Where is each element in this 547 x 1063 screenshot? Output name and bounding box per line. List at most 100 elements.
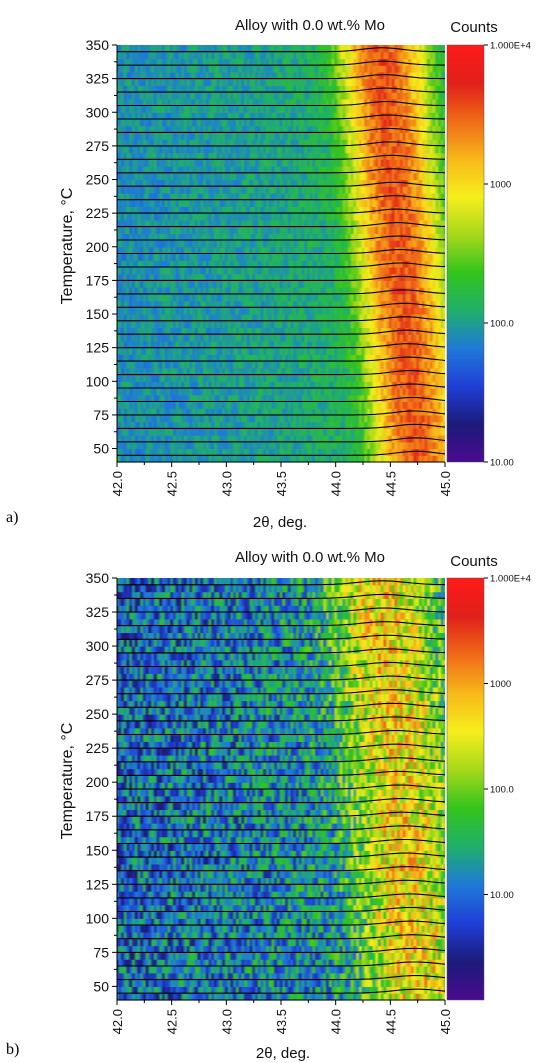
- y-tick-label: 125: [86, 340, 110, 356]
- heatmap-row: [117, 584, 445, 593]
- heatmap-row: [117, 206, 445, 214]
- scan-line: [117, 975, 446, 981]
- x-tick-label: 42.0: [110, 471, 125, 496]
- x-tick-label: 44.5: [383, 1009, 398, 1034]
- heatmap-row: [117, 598, 445, 606]
- scan-line: [117, 906, 446, 913]
- y-tick-label: 125: [86, 876, 110, 892]
- y-tick-label: 225: [86, 740, 110, 756]
- heatmap-row: [117, 45, 445, 53]
- heatmap-row: [117, 979, 445, 987]
- y-axis-label: Temperature, °C: [59, 723, 76, 840]
- y-tick-label: 100: [86, 373, 110, 389]
- heatmap-row: [117, 226, 445, 234]
- y-tick-label: 150: [86, 842, 110, 858]
- heatmap-panel-b: Alloy with 0.0 wt.% Mo Counts Temperatur…: [6, 549, 531, 1062]
- heatmap-row: [117, 727, 445, 736]
- heatmap-row: [117, 877, 445, 885]
- y-tick-label: 200: [86, 774, 110, 790]
- heatmap-row: [117, 700, 445, 708]
- y-tick-label: 300: [86, 104, 110, 120]
- scan-line: [117, 634, 446, 640]
- scan-line: [117, 222, 446, 228]
- heatmap-row: [117, 112, 445, 120]
- heatmap-row: [117, 51, 445, 60]
- heatmap-row: [117, 240, 445, 248]
- heatmap-row: [117, 125, 445, 134]
- heatmap-row: [117, 918, 445, 926]
- scan-line: [117, 302, 446, 308]
- scan-line: [117, 784, 446, 790]
- heatmap-row: [117, 686, 445, 695]
- heatmap-row: [117, 92, 445, 100]
- heatmap-row: [117, 863, 445, 872]
- x-tick-label: 43.5: [274, 1009, 289, 1034]
- y-tick-label: 275: [86, 672, 110, 688]
- heatmap-row: [117, 401, 445, 409]
- heatmap-row: [117, 448, 445, 456]
- heatmap-row: [117, 287, 445, 295]
- heatmap-row: [117, 186, 445, 194]
- x-tick-label: 43.0: [219, 1009, 234, 1034]
- heatmap-row: [117, 578, 445, 586]
- heatmap-plot-area: 50 75 100 125 150 175 200 225 250 275 300 325 350 42.…: [86, 570, 453, 1034]
- scan-line: [117, 798, 446, 804]
- x-tick-label: 44.0: [329, 471, 344, 496]
- x-tick-label: 42.5: [165, 471, 180, 496]
- scan-line: [117, 689, 446, 695]
- panel-label: b): [6, 1041, 19, 1058]
- scan-line: [117, 356, 446, 362]
- heatmap-row: [117, 98, 445, 107]
- heatmap-row: [117, 85, 445, 93]
- scan-line: [117, 988, 446, 994]
- heatmap-row: [117, 646, 445, 654]
- colorbar-tick-label: 100.0: [490, 319, 514, 330]
- y-tick-label: 75: [93, 944, 109, 960]
- scan-line: [117, 648, 446, 654]
- chart-title: Alloy with 0.0 wt.% Mo: [235, 17, 385, 34]
- heatmap-plot-area: 50 75 100 125 150 175 200 225 250 275 300 325 350 42.…: [86, 37, 453, 496]
- scan-line: [117, 410, 446, 416]
- scan-line: [117, 879, 446, 885]
- heatmap-row: [117, 347, 445, 355]
- y-tick-label: 325: [86, 71, 110, 87]
- x-tick-label: 43.5: [274, 471, 289, 496]
- y-tick-label: 250: [86, 172, 110, 188]
- heatmap-row: [117, 58, 445, 66]
- heatmap-row: [117, 870, 445, 879]
- heatmap-row: [117, 707, 445, 715]
- heatmap-row: [117, 421, 445, 429]
- heatmap-row: [117, 836, 445, 845]
- heatmap-row: [117, 829, 445, 838]
- colorbar-tick-label: 100.0: [490, 785, 514, 796]
- heatmap-row: [117, 666, 445, 674]
- y-tick-label: 175: [86, 808, 110, 824]
- scan-line: [117, 702, 446, 708]
- heatmap-row: [117, 720, 445, 729]
- heatmap-row: [117, 132, 445, 140]
- y-tick-label: 100: [86, 910, 110, 926]
- heatmap-row: [117, 965, 445, 974]
- heatmap-row: [117, 300, 445, 308]
- x-tick-label: 45.0: [438, 1009, 453, 1034]
- heatmap-row: [117, 789, 445, 797]
- colorbar-tick-label: 1.000E+4: [490, 41, 531, 52]
- scan-line: [117, 934, 446, 940]
- scan-line: [117, 770, 446, 776]
- heatmap-row: [117, 233, 445, 241]
- heatmap-row: [117, 673, 445, 681]
- heatmap-row: [117, 925, 445, 933]
- x-tick-label: 45.0: [438, 471, 453, 496]
- scan-line: [117, 580, 446, 586]
- heatmap-row: [117, 618, 445, 627]
- heatmap-row: [117, 394, 445, 403]
- heatmap-row: [117, 904, 445, 913]
- y-tick-label: 350: [86, 570, 110, 586]
- scan-line: [117, 811, 446, 817]
- heatmap-row: [117, 367, 445, 376]
- heatmap-row: [117, 945, 445, 953]
- heatmap-row: [117, 816, 445, 824]
- y-tick-label: 325: [86, 604, 110, 620]
- scan-line: [117, 248, 446, 255]
